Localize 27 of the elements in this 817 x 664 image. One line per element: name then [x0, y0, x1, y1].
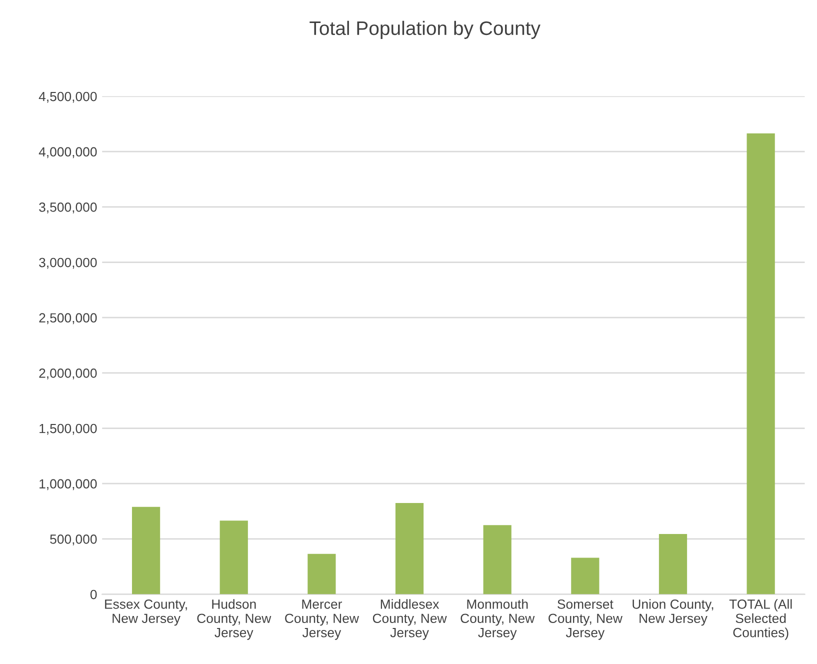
bar	[395, 502, 424, 594]
y-tick-label: 1,500,000	[40, 424, 97, 435]
bar	[483, 525, 512, 594]
x-tick-label: Somerset County, New Jersey	[548, 599, 622, 640]
y-tick-label: 0	[90, 590, 97, 600]
bar	[571, 558, 600, 594]
y-tick-label: 3,500,000	[39, 202, 97, 214]
y-tick-label: 1,000,000	[40, 479, 97, 490]
bar	[132, 506, 160, 594]
y-tick-label: 4,500,000	[38, 92, 97, 103]
x-tick-label: TOTAL (All Selected Counties)	[729, 599, 792, 640]
bar	[658, 534, 688, 594]
bar	[308, 554, 336, 594]
x-tick-label: Monmouth County, New Jersey	[460, 599, 535, 640]
y-tick-label: 2,000,000	[39, 368, 97, 380]
x-tick-label: Essex County, New Jersey	[105, 599, 187, 626]
x-tick-label: Middlesex County, New Jersey	[372, 599, 447, 640]
x-tick-label: Hudson County, New Jersey	[197, 599, 272, 640]
x-tick-label: Union County, New Jersey	[632, 599, 714, 626]
y-tick-label: 3,000,000	[39, 258, 97, 269]
y-tick-label: 2,500,000	[39, 313, 97, 324]
chart-title: Total Population by County	[310, 20, 540, 39]
x-tick-label: Mercer County, New Jersey	[285, 600, 360, 640]
y-tick-label: 500,000	[50, 534, 97, 546]
bar	[220, 520, 248, 594]
bar	[746, 133, 775, 594]
y-tick-label: 4,000,000	[38, 147, 97, 158]
